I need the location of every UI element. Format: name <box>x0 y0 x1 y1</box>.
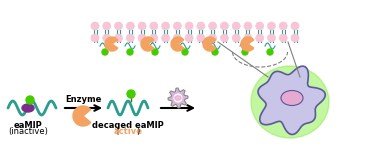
Circle shape <box>174 34 181 42</box>
Text: decaged eaMIP: decaged eaMIP <box>92 121 164 130</box>
Circle shape <box>150 34 158 42</box>
Wedge shape <box>203 37 216 51</box>
Text: (inactive): (inactive) <box>8 127 48 136</box>
Circle shape <box>220 22 228 30</box>
Circle shape <box>127 49 133 55</box>
Text: ): ) <box>136 127 139 136</box>
Circle shape <box>197 22 205 30</box>
Circle shape <box>279 34 287 42</box>
Ellipse shape <box>281 90 303 105</box>
Circle shape <box>209 34 217 42</box>
Circle shape <box>161 22 170 30</box>
Text: active: active <box>113 127 143 136</box>
Circle shape <box>26 96 34 104</box>
Circle shape <box>197 34 205 42</box>
Ellipse shape <box>251 66 329 138</box>
Ellipse shape <box>175 96 181 100</box>
Circle shape <box>185 34 193 42</box>
Circle shape <box>291 34 299 42</box>
Circle shape <box>220 34 228 42</box>
Circle shape <box>244 34 252 42</box>
Wedge shape <box>73 106 91 126</box>
Circle shape <box>150 22 158 30</box>
Ellipse shape <box>22 104 34 112</box>
Circle shape <box>185 22 193 30</box>
Wedge shape <box>241 37 254 51</box>
Circle shape <box>291 22 299 30</box>
Circle shape <box>232 22 240 30</box>
Text: (: ( <box>115 127 119 136</box>
Circle shape <box>91 22 99 30</box>
Circle shape <box>256 22 264 30</box>
Wedge shape <box>141 37 154 51</box>
Circle shape <box>268 22 276 30</box>
Circle shape <box>91 34 99 42</box>
Circle shape <box>126 34 134 42</box>
Circle shape <box>279 22 287 30</box>
Circle shape <box>268 34 276 42</box>
Circle shape <box>138 34 146 42</box>
Circle shape <box>126 22 134 30</box>
Circle shape <box>182 49 188 55</box>
Circle shape <box>212 49 218 55</box>
Circle shape <box>102 49 108 55</box>
Circle shape <box>267 49 273 55</box>
Circle shape <box>161 34 170 42</box>
Circle shape <box>152 49 158 55</box>
Polygon shape <box>258 66 325 134</box>
Circle shape <box>138 22 146 30</box>
Circle shape <box>103 34 111 42</box>
Polygon shape <box>168 88 188 108</box>
Circle shape <box>103 22 111 30</box>
Circle shape <box>256 34 264 42</box>
Text: eaMIP: eaMIP <box>14 121 42 130</box>
Text: Enzyme: Enzyme <box>65 95 101 104</box>
Circle shape <box>127 90 135 98</box>
Circle shape <box>244 22 252 30</box>
Circle shape <box>115 22 122 30</box>
Circle shape <box>232 34 240 42</box>
Circle shape <box>242 49 248 55</box>
Circle shape <box>174 22 181 30</box>
Wedge shape <box>105 37 118 51</box>
Circle shape <box>209 22 217 30</box>
Wedge shape <box>171 37 184 51</box>
Circle shape <box>115 34 122 42</box>
Circle shape <box>174 94 182 102</box>
